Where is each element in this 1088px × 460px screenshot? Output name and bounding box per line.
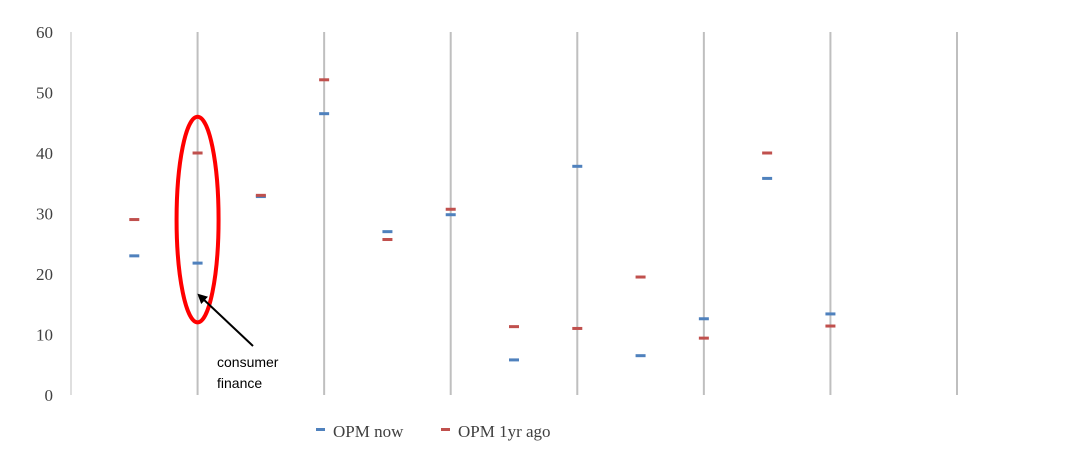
y-tick-labels: 0 10 20 30 40 50 60 [36, 23, 53, 405]
marker-series-0-point-4 [382, 230, 393, 234]
annotation-arrow [197, 293, 254, 347]
y-tick-label-30: 30 [36, 205, 53, 224]
marker-series-1-point-5 [445, 207, 456, 211]
marker-series-0-point-6 [509, 358, 519, 362]
legend: OPM now OPM 1yr ago [316, 422, 551, 441]
marker-series-1-point-10 [762, 151, 773, 155]
annotation-label-line-2: finance [217, 375, 262, 391]
y-tick-label-60: 60 [36, 23, 53, 42]
legend-swatch-opm-now [316, 428, 325, 431]
marker-series-1-point-4 [382, 238, 393, 242]
marker-series-0-point-9 [698, 317, 709, 321]
marker-series-0-point-3 [319, 112, 330, 116]
marker-series-0-point-10 [762, 176, 773, 180]
y-tick-label-0: 0 [45, 386, 54, 405]
marker-series-0-point-8 [635, 354, 646, 358]
legend-label-opm-now: OPM now [333, 422, 404, 441]
marker-series-1-point-2 [255, 193, 266, 197]
annotation: consumer finance [174, 114, 279, 391]
marker-series-0-point-0 [129, 254, 140, 258]
marker-series-1-point-0 [129, 218, 140, 222]
data-markers [129, 78, 836, 362]
marker-series-1-point-8 [635, 275, 646, 279]
marker-series-1-point-3 [319, 78, 330, 82]
y-tick-label-20: 20 [36, 265, 53, 284]
legend-swatch-opm-1yr-ago [441, 428, 450, 431]
marker-series-1-point-11 [825, 324, 836, 328]
legend-label-opm-1yr-ago: OPM 1yr ago [458, 422, 551, 441]
marker-series-1-point-6 [509, 325, 519, 329]
annotation-label-line-1: consumer [217, 354, 279, 370]
marker-series-1-point-9 [698, 336, 709, 340]
marker-series-0-point-1 [192, 261, 203, 265]
marker-series-1-point-7 [572, 326, 583, 330]
y-tick-label-50: 50 [36, 84, 53, 103]
marker-series-0-point-11 [825, 312, 836, 316]
marker-series-1-point-1 [192, 151, 203, 155]
y-tick-label-40: 40 [36, 144, 53, 163]
marker-series-0-point-7 [572, 164, 583, 168]
highlight-ellipse [174, 114, 221, 325]
y-tick-label-10: 10 [36, 326, 53, 345]
marker-series-0-point-5 [445, 213, 456, 217]
gridlines [196, 32, 958, 395]
